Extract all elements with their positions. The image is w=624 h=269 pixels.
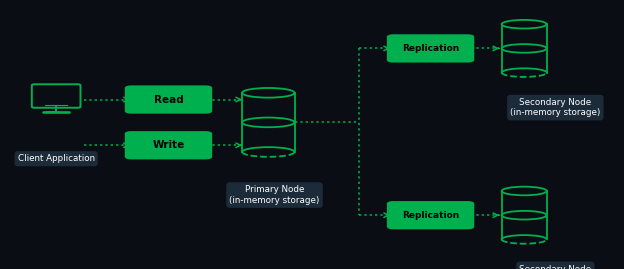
FancyBboxPatch shape	[32, 84, 80, 108]
Polygon shape	[242, 93, 295, 152]
Ellipse shape	[242, 88, 295, 98]
Ellipse shape	[242, 118, 295, 127]
Polygon shape	[502, 191, 547, 239]
Text: Write: Write	[152, 140, 185, 150]
Ellipse shape	[502, 211, 547, 220]
Text: Primary Node
(in-memory storage): Primary Node (in-memory storage)	[230, 185, 319, 205]
Polygon shape	[502, 24, 547, 73]
FancyBboxPatch shape	[125, 86, 212, 114]
Text: Replication: Replication	[402, 44, 459, 53]
Ellipse shape	[502, 187, 547, 195]
Text: Secondary Node
(disk storage): Secondary Node (disk storage)	[519, 265, 592, 269]
Text: Client Application: Client Application	[17, 154, 95, 163]
Text: Secondary Node
(in-memory storage): Secondary Node (in-memory storage)	[510, 98, 600, 117]
FancyBboxPatch shape	[125, 131, 212, 159]
Ellipse shape	[502, 20, 547, 29]
FancyBboxPatch shape	[387, 34, 474, 63]
FancyBboxPatch shape	[387, 201, 474, 229]
Ellipse shape	[502, 44, 547, 53]
Text: Replication: Replication	[402, 211, 459, 220]
Text: Read: Read	[154, 94, 183, 105]
